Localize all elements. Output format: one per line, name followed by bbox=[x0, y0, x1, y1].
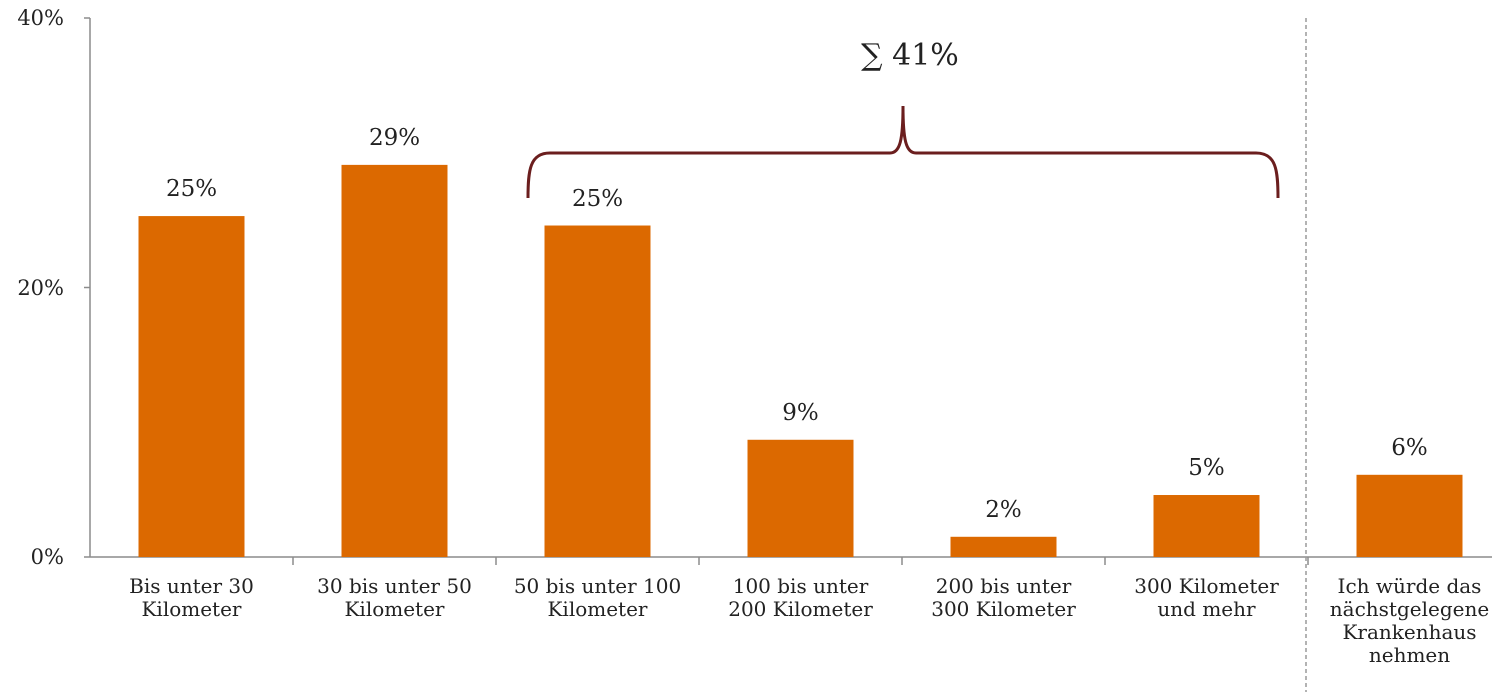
brace-shape bbox=[526, 105, 1280, 199]
x-category-label-line: 100 bis unter bbox=[732, 574, 869, 598]
x-category-label-line: Kilometer bbox=[344, 597, 445, 621]
bar bbox=[747, 439, 854, 557]
data-label: 5% bbox=[1188, 455, 1225, 481]
x-category-label: 30 bis unter 50 Kilometer bbox=[297, 575, 493, 621]
data-label: 2% bbox=[985, 496, 1022, 523]
x-category-label-line: Kilometer bbox=[141, 597, 242, 621]
bar bbox=[1153, 495, 1260, 557]
y-tick-label: 20% bbox=[17, 275, 64, 300]
x-category-label-line: 50 bis unter 100 bbox=[513, 574, 682, 598]
bar bbox=[138, 216, 245, 557]
x-category-label-line: 300 Kilometer bbox=[1134, 574, 1279, 598]
x-category-label-line: Krankenhaus bbox=[1342, 620, 1477, 644]
x-category-label-line: 200 Kilometer bbox=[728, 597, 873, 621]
data-label: 29% bbox=[368, 124, 421, 151]
x-category-label: 100 bis unter 200 Kilometer bbox=[703, 575, 899, 621]
data-label: 6% bbox=[1391, 434, 1428, 461]
x-category-label-line: 200 bis unter bbox=[935, 574, 1072, 598]
brace-sum-label: ∑ 41% bbox=[861, 38, 959, 73]
x-category-label: 300 Kilometer und mehr bbox=[1109, 575, 1305, 621]
x-category-label-line: Bis unter 30 bbox=[129, 574, 254, 598]
bar bbox=[544, 225, 651, 557]
x-category-label-line: 300 Kilometer bbox=[931, 597, 1076, 621]
x-category-label-line: 30 bis unter 50 bbox=[317, 574, 472, 598]
x-category-label: 200 bis unter 300 Kilometer bbox=[906, 575, 1102, 621]
x-category-label-line: Ich würde das bbox=[1337, 574, 1482, 598]
data-label: 25% bbox=[571, 185, 624, 212]
x-category-label: Bis unter 30 Kilometer bbox=[94, 575, 290, 621]
x-category-label: 50 bis unter 100 Kilometer bbox=[500, 575, 696, 621]
x-category-label: Ich würde das nächstgelegene Krankenhaus ne… bbox=[1312, 575, 1492, 667]
bar bbox=[341, 164, 448, 557]
bar bbox=[1356, 474, 1463, 557]
x-category-label-line: nächstgelegene bbox=[1329, 597, 1490, 621]
x-category-label-line: Kilometer bbox=[547, 597, 648, 621]
data-label: 25% bbox=[165, 176, 218, 203]
y-tick-label: 0% bbox=[30, 545, 64, 569]
x-category-label-line: und mehr bbox=[1157, 597, 1256, 621]
bar bbox=[950, 536, 1057, 557]
x-category-label-line: nehmen bbox=[1368, 643, 1451, 667]
y-tick-label: 40% bbox=[17, 6, 64, 30]
data-label: 9% bbox=[782, 399, 819, 426]
